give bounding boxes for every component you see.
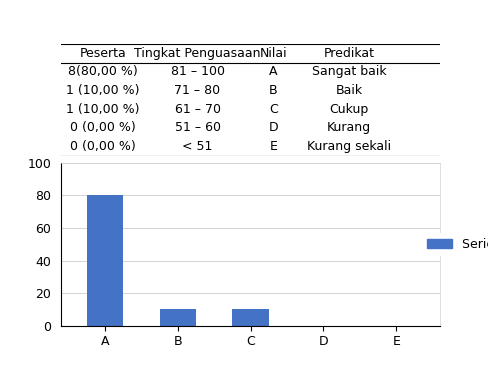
- Text: Tingkat Penguasaan: Tingkat Penguasaan: [134, 47, 260, 60]
- Text: Kurang sekali: Kurang sekali: [306, 140, 390, 153]
- Text: B: B: [268, 84, 277, 97]
- Legend: Series 1: Series 1: [421, 233, 488, 256]
- Bar: [159, 309, 196, 326]
- Text: Kurang: Kurang: [326, 122, 370, 134]
- Text: E: E: [269, 140, 277, 153]
- Text: Nilai: Nilai: [259, 47, 286, 60]
- Text: 61 – 70: 61 – 70: [174, 103, 220, 116]
- Text: A: A: [268, 66, 277, 78]
- Text: Sangat baik: Sangat baik: [311, 66, 386, 78]
- Text: 1 (10,00 %): 1 (10,00 %): [66, 84, 139, 97]
- Text: Predikat: Predikat: [323, 47, 374, 60]
- Text: Peserta: Peserta: [79, 47, 126, 60]
- Text: 8(80,00 %): 8(80,00 %): [68, 66, 138, 78]
- Text: 0 (0,00 %): 0 (0,00 %): [70, 122, 135, 134]
- Text: 1 (10,00 %): 1 (10,00 %): [66, 103, 139, 116]
- Text: Baik: Baik: [335, 84, 362, 97]
- Text: 51 – 60: 51 – 60: [174, 122, 220, 134]
- Text: 81 – 100: 81 – 100: [170, 66, 224, 78]
- Text: D: D: [268, 122, 278, 134]
- Bar: [86, 195, 123, 326]
- Text: < 51: < 51: [182, 140, 212, 153]
- Text: C: C: [268, 103, 277, 116]
- Bar: [232, 309, 268, 326]
- Text: 0 (0,00 %): 0 (0,00 %): [70, 140, 135, 153]
- Text: Cukup: Cukup: [329, 103, 368, 116]
- Text: 71 – 80: 71 – 80: [174, 84, 220, 97]
